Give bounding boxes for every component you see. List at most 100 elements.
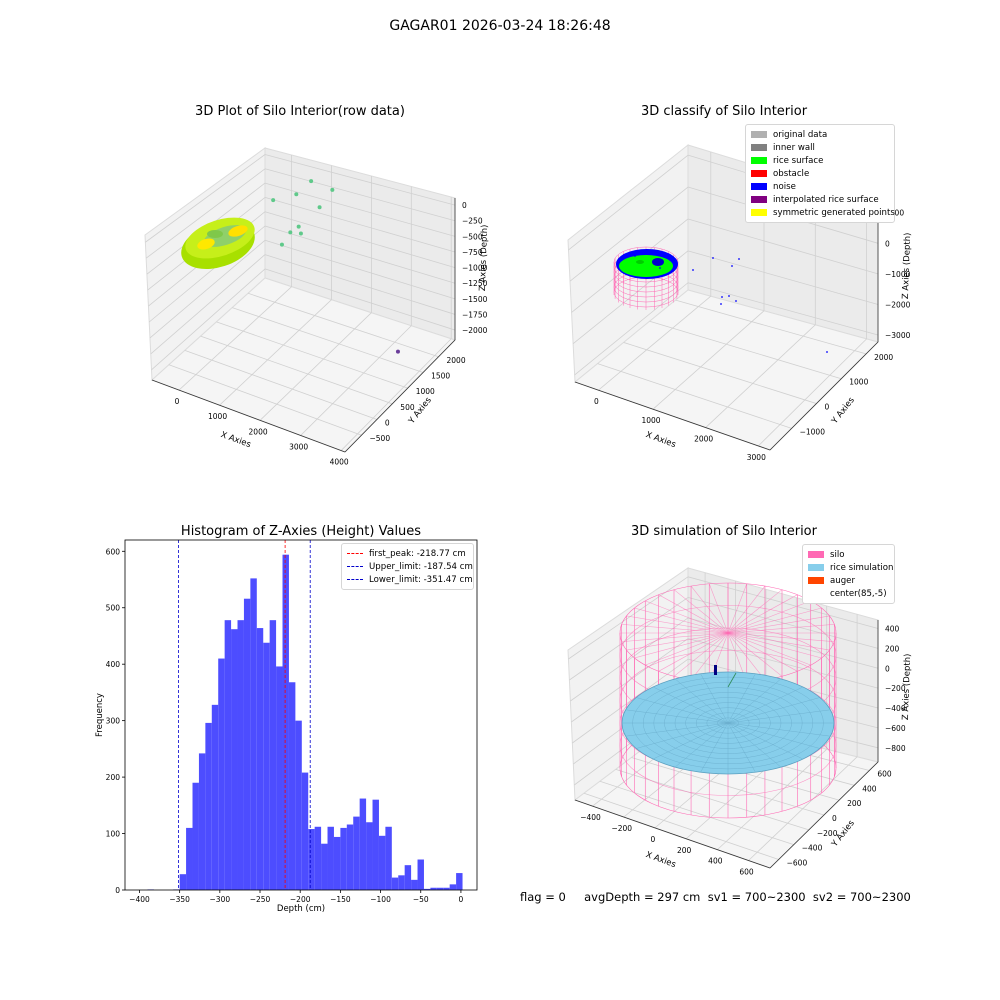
y-tick-label: 200 bbox=[106, 773, 121, 782]
status-footer: flag = 0 avgDepth = 297 cm sv1 = 700~230… bbox=[520, 890, 911, 904]
z-tick-label: 200 bbox=[885, 644, 900, 653]
legend-entry: inner wall bbox=[751, 141, 889, 154]
panel2-xlabel: X Axies bbox=[644, 430, 677, 450]
x-tick-label: 3000 bbox=[289, 442, 308, 451]
z-tick-label: −500 bbox=[462, 232, 483, 241]
histogram-bar bbox=[179, 874, 187, 890]
legend-label: rice simulation bbox=[830, 562, 894, 573]
legend-swatch bbox=[751, 131, 767, 138]
x-tick-label: 200 bbox=[677, 846, 692, 855]
histogram-bar bbox=[237, 620, 244, 890]
data-point bbox=[317, 205, 322, 210]
y-tick-label: 0 bbox=[115, 886, 120, 895]
histogram-bar bbox=[321, 843, 328, 890]
legend-swatch bbox=[751, 196, 767, 203]
x-tick-label: −350 bbox=[169, 895, 190, 904]
y-tick-label: 0 bbox=[832, 814, 837, 823]
x-tick-label: −250 bbox=[250, 895, 271, 904]
y-tick-label: 500 bbox=[400, 403, 415, 412]
z-tick-label: 400 bbox=[885, 625, 900, 634]
legend-label: interpolated rice surface bbox=[773, 194, 879, 205]
x-tick-label: 2000 bbox=[694, 435, 713, 444]
histogram-bar bbox=[231, 629, 238, 890]
x-tick-label: 0 bbox=[651, 835, 656, 844]
histogram-bar bbox=[378, 835, 386, 890]
noise-point bbox=[712, 257, 714, 259]
histogram-bar bbox=[327, 826, 334, 890]
noise-point bbox=[738, 258, 740, 260]
histogram-frame bbox=[124, 539, 478, 891]
histogram-bar bbox=[346, 824, 354, 890]
y-tick-label: 400 bbox=[862, 784, 877, 793]
data-point bbox=[395, 349, 400, 354]
noise-point bbox=[735, 300, 737, 302]
z-tick-label: −1500 bbox=[462, 295, 488, 304]
histogram-bar bbox=[192, 782, 199, 890]
z-tick-label: −2000 bbox=[462, 326, 488, 335]
histogram-bar bbox=[186, 827, 193, 890]
y-tick-label: 0 bbox=[385, 419, 390, 428]
panel4-title: 3D simulation of Silo Interior bbox=[631, 524, 817, 539]
histogram-bar bbox=[417, 859, 424, 890]
legend-swatch bbox=[751, 170, 767, 177]
y-tick-label: −400 bbox=[802, 844, 823, 853]
noise-point bbox=[826, 351, 828, 353]
panel2-title: 3D classify of Silo Interior bbox=[640, 104, 808, 119]
panel4-legend: silo rice simulation auger center(85,-5) bbox=[802, 544, 895, 604]
data-point bbox=[309, 179, 314, 184]
z-tick-label: −600 bbox=[885, 724, 906, 733]
data-point bbox=[330, 187, 335, 192]
y-tick-label: −600 bbox=[787, 859, 808, 868]
y-tick-label: −200 bbox=[817, 829, 838, 838]
legend-label: Upper_limit: -187.54 cm bbox=[369, 561, 473, 572]
histogram-bar bbox=[404, 865, 412, 890]
noise-point bbox=[728, 295, 730, 297]
y-tick-label: 1000 bbox=[416, 387, 435, 396]
histogram-bar bbox=[398, 875, 405, 890]
legend-label: noise bbox=[773, 181, 796, 192]
y-tick-label: 600 bbox=[106, 547, 121, 556]
legend-entry: center(85,-5) bbox=[808, 587, 889, 600]
legend-entry: Lower_limit: -351.47 cm bbox=[347, 573, 473, 586]
x-tick-label: −150 bbox=[330, 895, 351, 904]
noise-point bbox=[731, 265, 733, 267]
histogram-legend: first_peak: -218.77 cm Upper_limit: -187.… bbox=[341, 543, 474, 590]
legend-entry: Upper_limit: -187.54 cm bbox=[347, 560, 473, 573]
x-tick-label: 3000 bbox=[747, 453, 766, 462]
histogram-bar bbox=[301, 772, 309, 890]
panel1-title: 3D Plot of Silo Interior(row data) bbox=[195, 104, 405, 119]
x-tick-label: −300 bbox=[210, 895, 231, 904]
panel2-ylabel: Y Axies bbox=[829, 395, 857, 427]
z-tick-label: −2000 bbox=[885, 300, 911, 309]
x-tick-label: 0 bbox=[175, 397, 180, 406]
histogram-bar bbox=[430, 887, 437, 890]
legend-line bbox=[347, 566, 363, 567]
legend-swatch bbox=[751, 183, 767, 190]
x-tick-label: 1000 bbox=[208, 412, 227, 421]
histogram-bar bbox=[269, 620, 277, 890]
z-tick-label: −1250 bbox=[462, 279, 488, 288]
histogram-bar bbox=[372, 799, 379, 890]
histogram-bar bbox=[449, 884, 457, 890]
legend-entry: noise bbox=[751, 180, 889, 193]
histogram-bar bbox=[276, 666, 283, 890]
histogram-bar bbox=[211, 704, 219, 890]
histogram-title: Histogram of Z-Axies (Height) Values bbox=[180, 524, 422, 539]
y-tick-label: 200 bbox=[847, 799, 862, 808]
legend-entry: first_peak: -218.77 cm bbox=[347, 547, 468, 560]
z-tick-label: −1750 bbox=[462, 310, 488, 319]
legend-label: Lower_limit: -351.47 cm bbox=[369, 574, 473, 585]
y-tick-label: 0 bbox=[824, 403, 829, 412]
legend-entry: symmetric generated points bbox=[751, 206, 895, 219]
y-tick-label: 2000 bbox=[874, 353, 893, 362]
z-tick-label: 0 bbox=[462, 201, 467, 210]
histogram-bar bbox=[243, 598, 251, 890]
z-tick-label: −400 bbox=[885, 704, 906, 713]
z-tick-label: −3000 bbox=[885, 331, 911, 340]
histogram-bar bbox=[218, 658, 225, 890]
noise-point bbox=[721, 296, 723, 298]
legend-swatch bbox=[808, 590, 824, 597]
x-tick-label: 4000 bbox=[330, 458, 349, 467]
legend-entry: obstacle bbox=[751, 167, 889, 180]
